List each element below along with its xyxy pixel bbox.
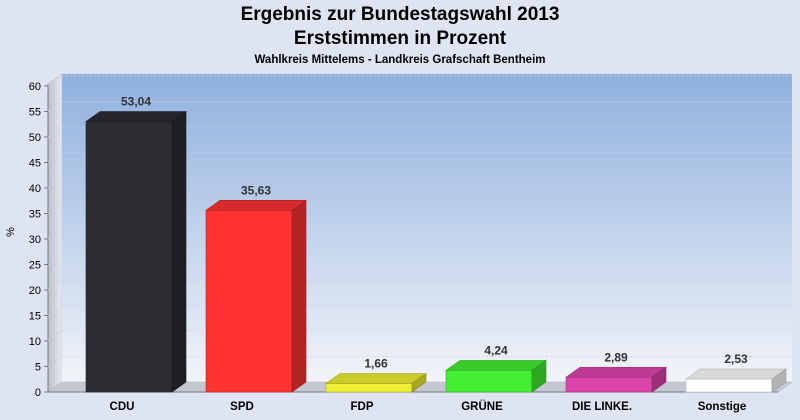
y-tick-label: 25: [29, 260, 41, 272]
bar-top: [565, 366, 667, 378]
bar-front: [85, 121, 173, 393]
x-category-label: Sonstige: [698, 401, 747, 413]
y-tick-label: 60: [29, 81, 41, 93]
gridline-wall: [47, 101, 63, 112]
gridline-wall: [47, 254, 63, 265]
y-tick-label: 5: [35, 362, 41, 374]
bar-top: [445, 360, 547, 371]
x-category-label: FDP: [351, 401, 374, 413]
bar-front: [685, 378, 773, 393]
x-category-label: CDU: [110, 401, 135, 413]
y-tick-label: 30: [29, 234, 41, 246]
bar-side: [171, 110, 187, 393]
gridline-wall: [47, 177, 63, 189]
bar-side: [291, 199, 307, 393]
chart-title: Ergebnis zur Bundestagswahl 2013: [240, 4, 560, 25]
gridline-wall: [47, 356, 63, 367]
y-tick-label: 15: [29, 311, 41, 323]
bar-value-label: 35,63: [241, 183, 271, 197]
bar-front: [565, 376, 653, 393]
bar-front: [325, 383, 413, 393]
bar-top: [205, 199, 307, 211]
gridline-wall: [47, 228, 63, 240]
bar-front: [205, 209, 293, 393]
bar: [325, 372, 427, 393]
x-category-label: GRÜNE: [461, 400, 503, 413]
bar-value-label: 53,04: [121, 94, 151, 108]
gridline-wall: [47, 305, 63, 316]
bar: [685, 368, 787, 393]
bar-side: [531, 359, 547, 393]
bar-side: [651, 366, 667, 393]
gridline-wall: [47, 203, 63, 214]
bar-top: [685, 368, 787, 380]
bar-side: [411, 372, 427, 393]
gridline-wall: [47, 330, 63, 342]
bar-side: [771, 368, 787, 393]
bar: [565, 366, 667, 393]
y-tick-label: 0: [35, 387, 41, 399]
y-tick-label: 55: [29, 107, 41, 119]
bar: [445, 359, 547, 393]
bar-top: [85, 111, 187, 122]
bar-value-label: 1,66: [364, 357, 388, 371]
bar: [205, 199, 307, 393]
y-tick-label: 20: [29, 285, 41, 297]
gridline-wall: [47, 279, 63, 291]
x-category-label: DIE LINKE.: [572, 401, 632, 413]
y-tick-label: 45: [29, 158, 41, 170]
bar-value-label: 2,53: [724, 352, 748, 366]
bar: [85, 110, 187, 393]
gridline-wall: [47, 152, 63, 163]
y-tick-label: 50: [29, 132, 41, 144]
plot-side-wall: [47, 73, 63, 393]
chart-constituency-subtitle: Wahlkreis Mittelems - Landkreis Grafscha…: [254, 54, 546, 66]
y-tick-label: 10: [29, 336, 41, 348]
bar-front: [445, 370, 533, 393]
x-category-label: SPD: [230, 401, 254, 413]
bar-value-label: 4,24: [484, 343, 508, 357]
y-tick-label: 35: [29, 209, 41, 221]
chart-subtitle: Erststimmen in Prozent: [293, 28, 507, 49]
y-tick-label: 40: [29, 183, 41, 195]
bar-value-label: 2,89: [604, 350, 628, 364]
bar-top: [325, 373, 427, 384]
gridline-wall: [47, 126, 63, 138]
gridline-wall: [47, 75, 63, 87]
